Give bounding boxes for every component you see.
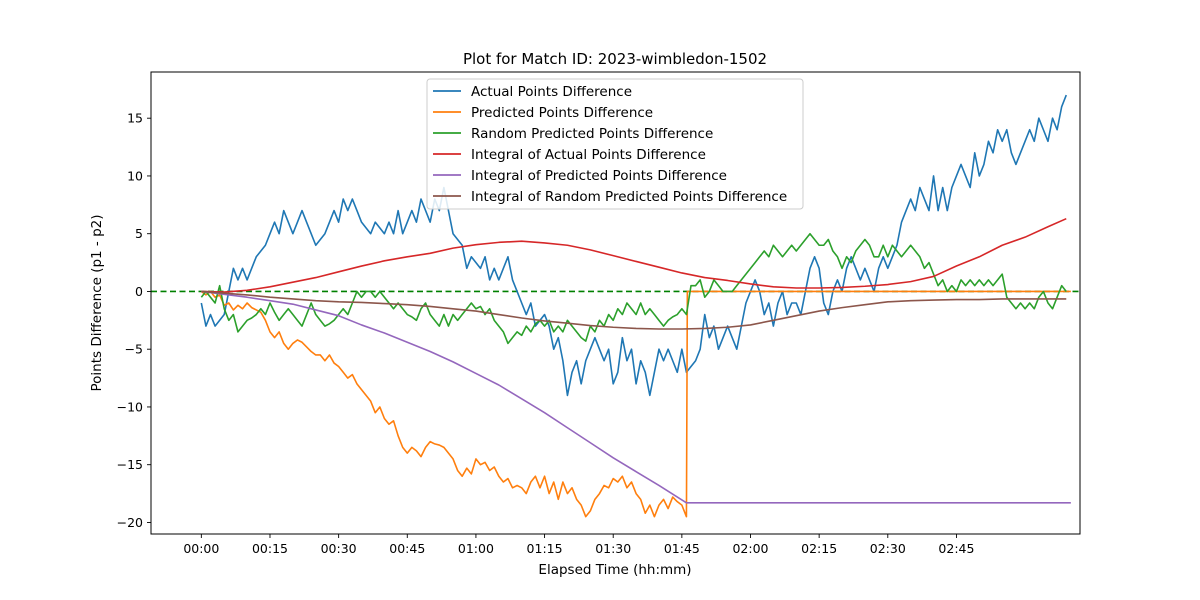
x-tick-label: 02:00 — [732, 541, 768, 556]
plot-area — [151, 94, 1080, 518]
series-line-1 — [200, 94, 1068, 397]
y-tick-label: −20 — [117, 515, 143, 530]
series-line-4 — [201, 217, 1067, 293]
x-tick-label: 01:15 — [527, 541, 563, 556]
y-axis-label: Points Difference (p1 - p2) — [89, 214, 105, 391]
x-axis-label: Elapsed Time (hh:mm) — [538, 562, 691, 578]
legend-entry-label: Integral of Predicted Points Difference — [471, 168, 727, 184]
x-tick-label: 02:30 — [870, 541, 906, 556]
y-tick-label: −10 — [117, 399, 143, 414]
legend-entry-label: Predicted Points Difference — [471, 105, 653, 121]
x-axis: 00:00 00:15 00:30 00:45 01:00 01:15 01:30 01:45… — [183, 534, 974, 556]
x-tick-label: 02:15 — [801, 541, 837, 556]
x-tick-label: 02:45 — [938, 541, 974, 556]
legend-entry-label: Integral of Actual Points Difference — [471, 147, 706, 163]
y-axis: −20 −15 −10 −5 0 5 10 15 — [117, 111, 151, 530]
y-tick-label: 15 — [127, 111, 143, 126]
y-tick-label: 0 — [135, 284, 143, 299]
series-line-2 — [200, 290, 1071, 518]
x-tick-label: 00:00 — [183, 541, 219, 556]
x-tick-label: 01:45 — [664, 541, 700, 556]
series-line-5 — [201, 290, 1071, 504]
legend-box — [426, 78, 804, 210]
plot-frame — [150, 71, 1081, 535]
legend-entry-label: Actual Points Difference — [471, 84, 632, 100]
x-tick-label: 01:30 — [595, 541, 631, 556]
y-tick-label: 5 — [135, 226, 143, 241]
x-tick-label: 00:30 — [321, 541, 357, 556]
x-tick-label: 00:45 — [389, 541, 425, 556]
legend-entry-label: Integral of Random Predicted Points Diff… — [471, 189, 787, 205]
y-tick-label: 10 — [127, 168, 143, 183]
y-tick-label: −5 — [125, 342, 143, 357]
series-line-6 — [201, 290, 1067, 330]
legend: Actual Points Difference Predicted Points… — [426, 78, 804, 210]
chart-title: Plot for Match ID: 2023-wimbledon-1502 — [463, 50, 767, 68]
y-tick-label: −15 — [117, 457, 143, 472]
legend-entry-label: Random Predicted Points Difference — [471, 126, 713, 142]
x-tick-label: 00:15 — [252, 541, 288, 556]
series-line-3 — [200, 232, 1067, 345]
x-tick-label: 01:00 — [458, 541, 494, 556]
